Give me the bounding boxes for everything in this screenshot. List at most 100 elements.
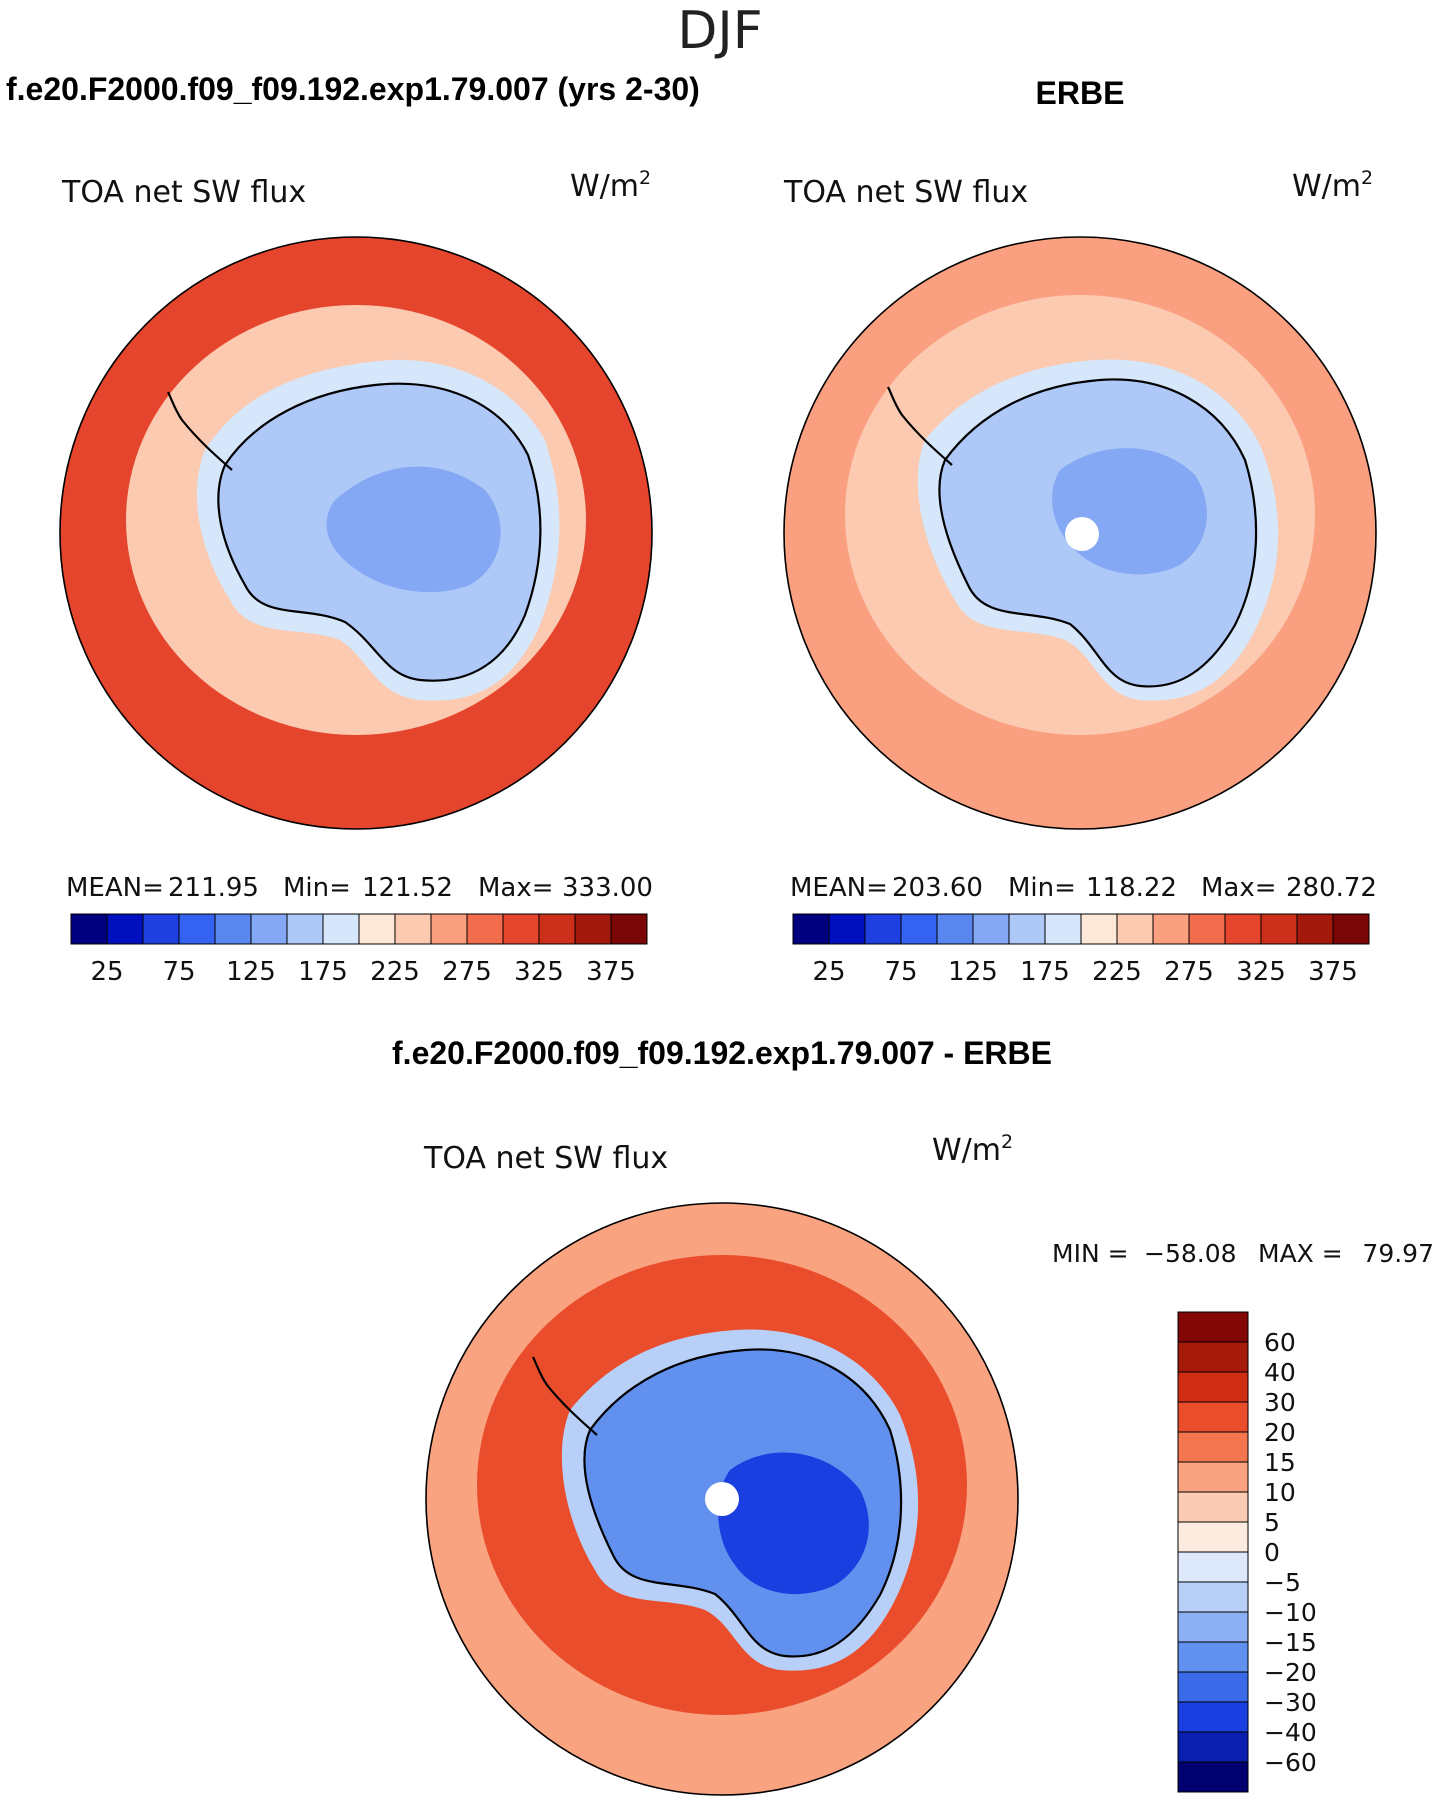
colorbar-tick-label: 275	[1164, 957, 1214, 987]
colorbar-cell	[178, 913, 216, 945]
panel-model: f.e20.F2000.f09_f09.192.exp1.79.007 (yrs…	[6, 71, 700, 987]
panel-obs-variable: TOA net SW flux	[783, 175, 1028, 210]
colorbar-tick-label: −15	[1264, 1628, 1317, 1657]
colorbar-tick-label: 125	[226, 957, 276, 987]
colorbar-cell	[936, 913, 974, 945]
colorbar-tick-label: 75	[162, 957, 195, 987]
zone-east-antarctic-plateau	[718, 1452, 869, 1595]
colorbar-tick-label: 20	[1264, 1418, 1296, 1447]
panel-obs-units: W/m2	[1292, 167, 1373, 204]
colorbar-obs	[792, 913, 1370, 945]
colorbar-cell	[1177, 1611, 1249, 1643]
colorbar-cell	[1177, 1581, 1249, 1613]
colorbar-cell	[1177, 1491, 1249, 1523]
colorbar-cell	[1177, 1341, 1249, 1373]
panel-obs-title: ERBE	[1036, 75, 1125, 111]
difference-min-label: MIN =	[1052, 1239, 1129, 1268]
colorbar-cell	[610, 913, 648, 945]
colorbar-cell	[828, 913, 866, 945]
colorbar-tick-label: 125	[948, 957, 998, 987]
model-max-value: 333.00	[562, 873, 653, 903]
panel-difference-units-sup: 2	[1001, 1131, 1013, 1153]
colorbar-cell	[1177, 1761, 1249, 1793]
colorbar-tick-label: −40	[1264, 1718, 1317, 1747]
panel-obs-units-base: W/m	[1292, 169, 1361, 204]
model-max-label: Max=	[478, 873, 554, 903]
colorbar-cell	[70, 913, 108, 945]
colorbar-cell	[1177, 1371, 1249, 1403]
colorbar-tick-label: 175	[298, 957, 348, 987]
panel-difference-variable: TOA net SW flux	[423, 1141, 668, 1176]
obs-min-value: 118.22	[1086, 873, 1177, 903]
map-model	[60, 237, 652, 829]
coastline-antarctic-peninsula	[887, 386, 953, 466]
panel-model-units: W/m2	[570, 167, 651, 204]
colorbar-cell	[250, 913, 288, 945]
difference-max-label: MAX =	[1258, 1239, 1343, 1268]
colorbar-obs-ticks: 25 75 125 175 225 275 325 375	[812, 957, 1357, 987]
colorbar-tick-label: 25	[812, 957, 845, 987]
colorbar-cell	[106, 913, 144, 945]
colorbar-tick-label: −30	[1264, 1688, 1317, 1717]
colorbar-cell	[972, 913, 1010, 945]
colorbar-difference	[1177, 1311, 1249, 1793]
coastline-antarctica	[583, 1348, 903, 1658]
colorbar-cell	[1296, 913, 1334, 945]
colorbar-tick-label: 175	[1020, 957, 1070, 987]
colorbar-cell	[864, 913, 902, 945]
colorbar-model	[70, 913, 648, 945]
colorbar-cell	[1116, 913, 1154, 945]
colorbar-tick-label: 15	[1264, 1448, 1296, 1477]
coastline-antarctica	[217, 382, 542, 682]
season-title: DJF	[677, 1, 762, 61]
coastline-antarctica	[938, 378, 1258, 688]
colorbar-model-ticks: 25 75 125 175 225 275 325 375	[90, 957, 635, 987]
colorbar-tick-label: −20	[1264, 1658, 1317, 1687]
map-obs	[784, 237, 1376, 829]
colorbar-cell	[1177, 1701, 1249, 1733]
panel-difference: f.e20.F2000.f09_f09.192.exp1.79.007 - ER…	[392, 1035, 1434, 1796]
difference-min-value: −58.08	[1144, 1239, 1237, 1268]
polar-data-gap	[1065, 517, 1099, 551]
colorbar-tick-label: 225	[1092, 957, 1142, 987]
colorbar-cell	[1177, 1551, 1249, 1583]
colorbar-cell	[286, 913, 324, 945]
model-min-label: Min=	[283, 873, 351, 903]
colorbar-tick-label: 30	[1264, 1388, 1296, 1417]
obs-mean-value: 203.60	[892, 873, 983, 903]
obs-max-label: Max=	[1201, 873, 1277, 903]
colorbar-cell	[1177, 1731, 1249, 1763]
colorbar-cell	[1188, 913, 1226, 945]
colorbar-cell	[574, 913, 612, 945]
polar-data-gap	[705, 1482, 739, 1516]
map-model-frame	[59, 236, 653, 830]
colorbar-cell	[142, 913, 180, 945]
colorbar-cell	[900, 913, 938, 945]
colorbar-cell	[502, 913, 540, 945]
colorbar-tick-label: −60	[1264, 1748, 1317, 1777]
colorbar-tick-label: 225	[370, 957, 420, 987]
colorbar-tick-label: 25	[90, 957, 123, 987]
colorbar-tick-label: 10	[1264, 1478, 1296, 1507]
colorbar-cell	[1332, 913, 1370, 945]
colorbar-cell	[466, 913, 504, 945]
colorbar-cell	[538, 913, 576, 945]
model-mean-value: 211.95	[168, 873, 259, 903]
panel-model-title: f.e20.F2000.f09_f09.192.exp1.79.007 (yrs…	[6, 71, 700, 107]
colorbar-cell	[1260, 913, 1298, 945]
model-mean-label: MEAN=	[66, 873, 164, 903]
obs-mean-label: MEAN=	[790, 873, 888, 903]
panel-obs-units-sup: 2	[1361, 167, 1373, 189]
colorbar-tick-label: 325	[514, 957, 564, 987]
coastline-antarctic-peninsula	[532, 1356, 598, 1436]
colorbar-tick-label: 75	[884, 957, 917, 987]
panel-model-variable: TOA net SW flux	[61, 175, 306, 210]
colorbar-cell	[1177, 1401, 1249, 1433]
panel-difference-units: W/m2	[932, 1131, 1013, 1168]
map-difference	[426, 1203, 1018, 1795]
colorbar-cell	[1008, 913, 1046, 945]
colorbar-tick-label: 275	[442, 957, 492, 987]
panel-difference-units-base: W/m	[932, 1133, 1001, 1168]
obs-min-label: Min=	[1008, 873, 1076, 903]
